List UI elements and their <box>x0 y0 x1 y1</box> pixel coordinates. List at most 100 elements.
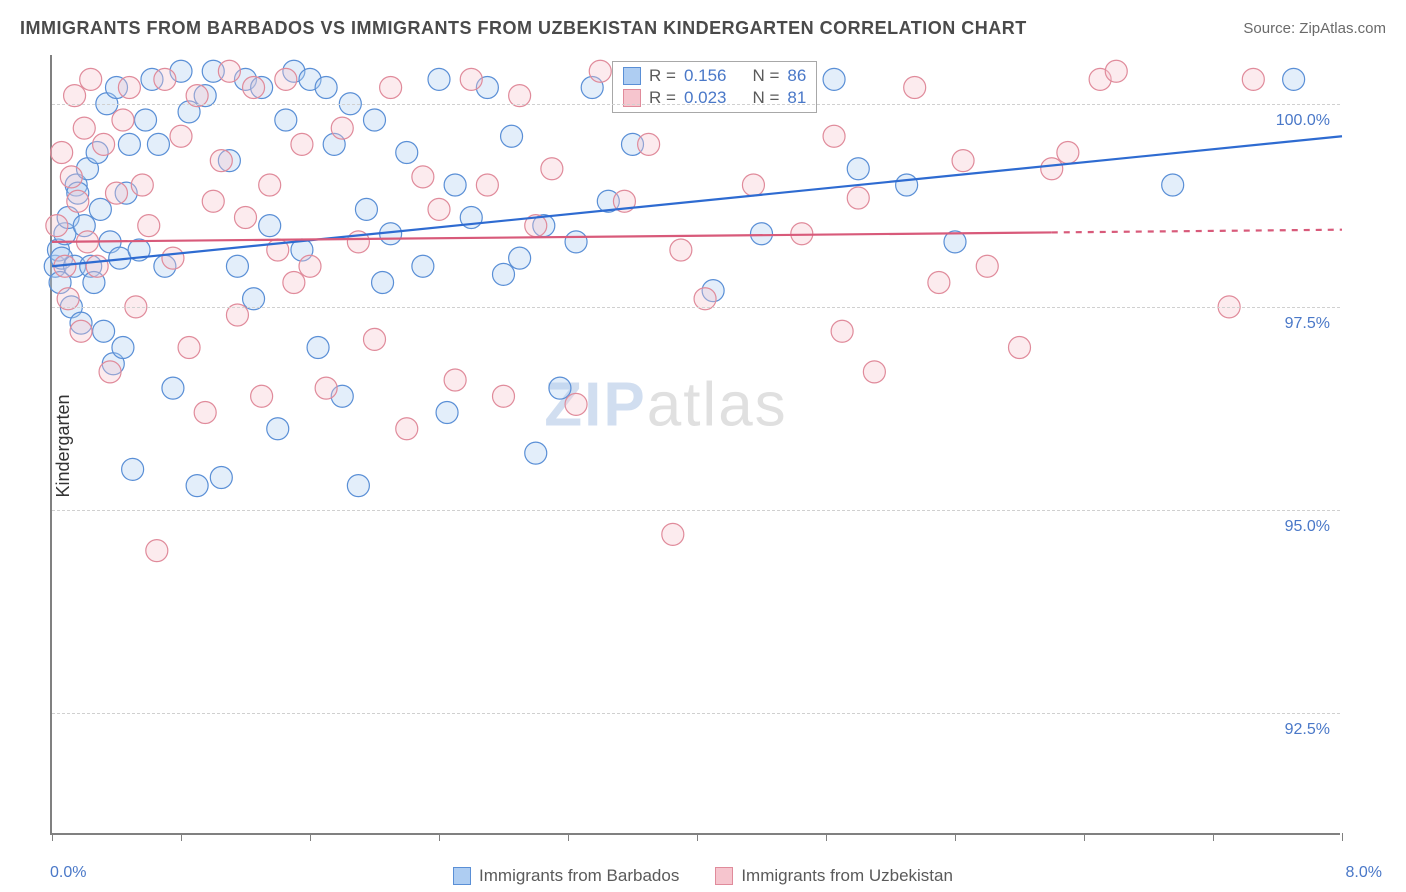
data-point-uzbekistan <box>565 393 587 415</box>
source-value: ZipAtlas.com <box>1299 20 1386 37</box>
data-point-barbados <box>355 198 377 220</box>
y-tick-label: 97.5% <box>1285 315 1330 333</box>
data-point-uzbekistan <box>80 68 102 90</box>
data-point-uzbekistan <box>275 68 297 90</box>
n-value: 86 <box>787 66 806 86</box>
chart-title: IMMIGRANTS FROM BARBADOS VS IMMIGRANTS F… <box>20 18 1027 39</box>
data-point-barbados <box>436 402 458 424</box>
data-point-barbados <box>444 174 466 196</box>
data-point-barbados <box>1283 68 1305 90</box>
data-point-barbados <box>372 272 394 294</box>
data-point-uzbekistan <box>67 190 89 212</box>
data-point-barbados <box>396 142 418 164</box>
data-point-uzbekistan <box>1105 60 1127 82</box>
data-point-barbados <box>147 133 169 155</box>
data-point-uzbekistan <box>396 418 418 440</box>
data-point-barbados <box>307 337 329 359</box>
data-point-barbados <box>1162 174 1184 196</box>
gridline <box>52 307 1340 308</box>
data-point-barbados <box>549 377 571 399</box>
data-point-barbados <box>122 458 144 480</box>
trendline-extension-uzbekistan <box>1052 230 1342 233</box>
data-point-uzbekistan <box>154 68 176 90</box>
data-point-uzbekistan <box>742 174 764 196</box>
n-value: 81 <box>787 88 806 108</box>
data-point-barbados <box>428 68 450 90</box>
x-tick <box>439 833 440 841</box>
data-point-uzbekistan <box>444 369 466 391</box>
data-point-barbados <box>896 174 918 196</box>
swatch-barbados <box>623 67 641 85</box>
data-point-uzbekistan <box>86 255 108 277</box>
swatch-barbados <box>453 867 471 885</box>
data-point-uzbekistan <box>218 60 240 82</box>
data-point-uzbekistan <box>638 133 660 155</box>
data-point-uzbekistan <box>146 540 168 562</box>
data-point-barbados <box>275 109 297 131</box>
gridline <box>52 510 1340 511</box>
legend-item-uzbekistan: Immigrants from Uzbekistan <box>715 866 953 886</box>
x-tick <box>52 833 53 841</box>
data-point-uzbekistan <box>243 77 265 99</box>
data-point-uzbekistan <box>51 142 73 164</box>
n-label: N = <box>752 88 779 108</box>
x-tick <box>1342 833 1343 841</box>
data-point-uzbekistan <box>380 77 402 99</box>
r-value: 0.156 <box>684 66 727 86</box>
data-point-uzbekistan <box>118 77 140 99</box>
data-point-uzbekistan <box>106 182 128 204</box>
data-point-uzbekistan <box>952 150 974 172</box>
data-point-uzbekistan <box>428 198 450 220</box>
data-point-uzbekistan <box>291 133 313 155</box>
swatch-uzbekistan <box>715 867 733 885</box>
data-point-uzbekistan <box>662 523 684 545</box>
source-label: Source: <box>1243 20 1295 37</box>
data-point-barbados <box>364 109 386 131</box>
data-point-uzbekistan <box>131 174 153 196</box>
gridline <box>52 104 1340 105</box>
legend-row-uzbekistan: R = 0.023 N = 81 <box>623 88 806 108</box>
data-point-barbados <box>112 337 134 359</box>
data-point-barbados <box>347 475 369 497</box>
legend-row-barbados: R = 0.156 N = 86 <box>623 66 806 86</box>
x-tick <box>1213 833 1214 841</box>
data-point-barbados <box>93 320 115 342</box>
data-point-uzbekistan <box>823 125 845 147</box>
data-point-uzbekistan <box>112 109 134 131</box>
n-label: N = <box>752 66 779 86</box>
data-point-uzbekistan <box>670 239 692 261</box>
legend-item-barbados: Immigrants from Barbados <box>453 866 679 886</box>
data-point-uzbekistan <box>251 385 273 407</box>
data-point-barbados <box>210 467 232 489</box>
data-point-uzbekistan <box>541 158 563 180</box>
data-point-barbados <box>565 231 587 253</box>
data-point-barbados <box>267 418 289 440</box>
legend-label: Immigrants from Uzbekistan <box>741 866 953 886</box>
gridline <box>52 713 1340 714</box>
y-tick-label: 92.5% <box>1285 721 1330 739</box>
data-point-uzbekistan <box>70 320 92 342</box>
trendline-barbados <box>52 136 1342 266</box>
r-value: 0.023 <box>684 88 727 108</box>
data-point-uzbekistan <box>138 215 160 237</box>
plot-svg <box>52 55 1340 833</box>
data-point-uzbekistan <box>202 190 224 212</box>
data-point-barbados <box>89 198 111 220</box>
data-point-uzbekistan <box>194 402 216 424</box>
data-point-barbados <box>226 255 248 277</box>
data-point-uzbekistan <box>299 255 321 277</box>
data-point-uzbekistan <box>46 215 68 237</box>
data-point-barbados <box>501 125 523 147</box>
data-point-uzbekistan <box>847 187 869 209</box>
data-point-uzbekistan <box>1009 337 1031 359</box>
x-tick <box>181 833 182 841</box>
correlation-legend: R = 0.156 N = 86 R = 0.023 N = 81 <box>612 61 817 113</box>
data-point-uzbekistan <box>73 117 95 139</box>
r-label: R = <box>649 66 676 86</box>
data-point-uzbekistan <box>476 174 498 196</box>
data-point-barbados <box>823 68 845 90</box>
data-point-uzbekistan <box>863 361 885 383</box>
x-tick <box>955 833 956 841</box>
data-point-barbados <box>186 475 208 497</box>
data-point-uzbekistan <box>831 320 853 342</box>
